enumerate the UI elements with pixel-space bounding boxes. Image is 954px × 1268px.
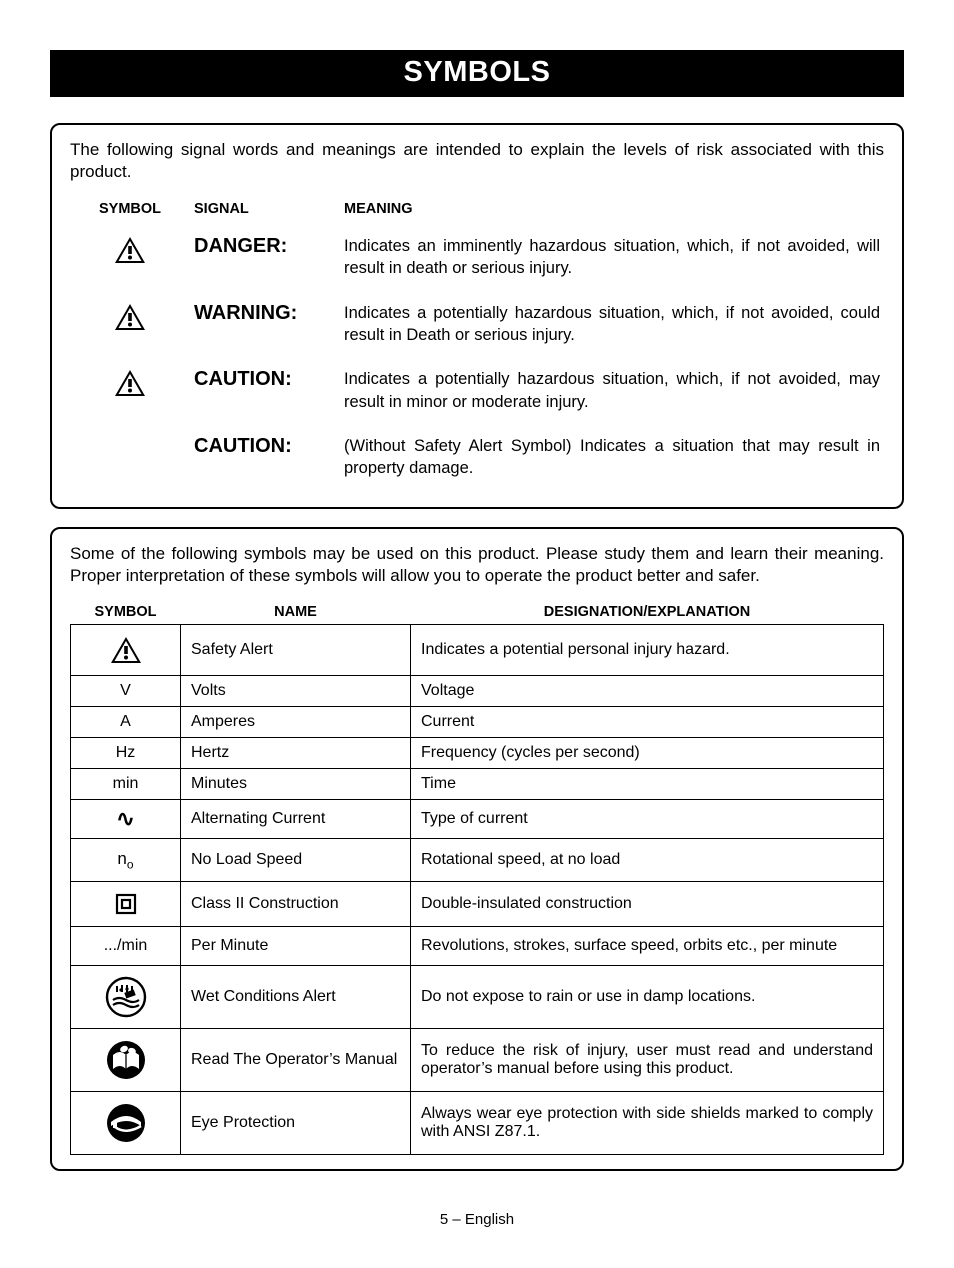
sym-desc-cell: Indicates a potential personal injury ha…	[411, 624, 884, 675]
signal-th-symbol: SYMBOL	[70, 195, 190, 227]
sym-symbol-cell	[71, 965, 181, 1028]
page-title: SYMBOLS	[50, 50, 904, 97]
alert-icon	[113, 302, 147, 332]
sym-desc-cell: To reduce the risk of injury, user must …	[411, 1028, 884, 1091]
eye-icon	[105, 1102, 147, 1144]
sym-name-cell: Volts	[181, 675, 411, 706]
symbols-box: Some of the following symbols may be use…	[50, 527, 904, 1171]
signal-th-meaning: MEANING	[340, 195, 884, 227]
sym-name-cell: Alternating Current	[181, 799, 411, 838]
signal-row: CAUTION:(Without Safety Alert Symbol) In…	[70, 427, 884, 494]
sym-desc-cell: Double-insulated construction	[411, 881, 884, 926]
signal-row: CAUTION:Indicates a potentially hazardou…	[70, 360, 884, 427]
sym-symbol-cell: min	[71, 768, 181, 799]
sym-name-cell: No Load Speed	[181, 838, 411, 881]
sym-symbol-cell	[71, 1091, 181, 1154]
signal-meaning: (Without Safety Alert Symbol) Indicates …	[340, 427, 884, 494]
sym-row: Eye ProtectionAlways wear eye protection…	[71, 1091, 884, 1154]
signal-symbol-cell	[70, 294, 190, 361]
wet-icon	[105, 976, 147, 1018]
signal-intro: The following signal words and meanings …	[70, 139, 884, 183]
sym-th-symbol: SYMBOL	[71, 600, 181, 625]
sym-row: Wet Conditions AlertDo not expose to rai…	[71, 965, 884, 1028]
sym-symbol-cell: ∿	[71, 799, 181, 838]
sym-name-cell: Safety Alert	[181, 624, 411, 675]
sym-name-cell: Amperes	[181, 706, 411, 737]
sym-row: Safety AlertIndicates a potential person…	[71, 624, 884, 675]
manual-icon	[105, 1039, 147, 1081]
sym-symbol-cell: A	[71, 706, 181, 737]
sym-symbol-cell: .../min	[71, 926, 181, 965]
signal-word: DANGER:	[190, 227, 340, 294]
signal-word: CAUTION:	[190, 427, 340, 494]
symbols-intro: Some of the following symbols may be use…	[70, 543, 884, 587]
sym-row: VVoltsVoltage	[71, 675, 884, 706]
alert-icon	[113, 368, 147, 398]
sym-row: ∿Alternating CurrentType of current	[71, 799, 884, 838]
sym-name-cell: Per Minute	[181, 926, 411, 965]
sym-name-cell: Wet Conditions Alert	[181, 965, 411, 1028]
signal-table: SYMBOL SIGNAL MEANING DANGER:Indicates a…	[70, 195, 884, 493]
sym-desc-cell: Type of current	[411, 799, 884, 838]
sym-name-cell: Hertz	[181, 737, 411, 768]
manual-page: SYMBOLS The following signal words and m…	[0, 0, 954, 1268]
sym-row: Class II ConstructionDouble-insulated co…	[71, 881, 884, 926]
sym-row: Read The Operator’s ManualTo reduce the …	[71, 1028, 884, 1091]
sym-row: noNo Load SpeedRotational speed, at no l…	[71, 838, 884, 881]
sym-row: .../minPer MinuteRevolutions, strokes, s…	[71, 926, 884, 965]
signal-meaning: Indicates a potentially hazardous situat…	[340, 294, 884, 361]
sym-name-cell: Class II Construction	[181, 881, 411, 926]
signal-word: WARNING:	[190, 294, 340, 361]
page-footer: 5 – English	[50, 1211, 904, 1228]
sym-desc-cell: Current	[411, 706, 884, 737]
sym-symbol-cell	[71, 1028, 181, 1091]
sym-symbol-cell	[71, 624, 181, 675]
signal-meaning: Indicates an imminently hazardous situat…	[340, 227, 884, 294]
signal-row: DANGER:Indicates an imminently hazardous…	[70, 227, 884, 294]
signal-symbol-cell	[70, 427, 190, 494]
sym-name-cell: Eye Protection	[181, 1091, 411, 1154]
sym-th-designation: DESIGNATION/EXPLANATION	[411, 600, 884, 625]
sym-row: HzHertzFrequency (cycles per second)	[71, 737, 884, 768]
sym-symbol-cell: V	[71, 675, 181, 706]
sym-symbol-cell: Hz	[71, 737, 181, 768]
sym-name-cell: Read The Operator’s Manual	[181, 1028, 411, 1091]
signal-words-box: The following signal words and meanings …	[50, 123, 904, 509]
signal-word: CAUTION:	[190, 360, 340, 427]
sym-th-name: NAME	[181, 600, 411, 625]
sym-desc-cell: Time	[411, 768, 884, 799]
signal-th-signal: SIGNAL	[190, 195, 340, 227]
sym-desc-cell: Do not expose to rain or use in damp loc…	[411, 965, 884, 1028]
sym-symbol-cell	[71, 881, 181, 926]
sym-name-cell: Minutes	[181, 768, 411, 799]
signal-row: WARNING:Indicates a potentially hazardou…	[70, 294, 884, 361]
sym-row: minMinutesTime	[71, 768, 884, 799]
signal-symbol-cell	[70, 360, 190, 427]
sym-desc-cell: Always wear eye protection with side shi…	[411, 1091, 884, 1154]
signal-meaning: Indicates a potentially hazardous situat…	[340, 360, 884, 427]
symbols-table: SYMBOL NAME DESIGNATION/EXPLANATION Safe…	[70, 600, 884, 1155]
alert-icon	[113, 235, 147, 265]
sym-desc-cell: Rotational speed, at no load	[411, 838, 884, 881]
sym-desc-cell: Voltage	[411, 675, 884, 706]
sym-symbol-cell: no	[71, 838, 181, 881]
signal-symbol-cell	[70, 227, 190, 294]
sym-desc-cell: Revolutions, strokes, surface speed, orb…	[411, 926, 884, 965]
class2-icon	[114, 892, 138, 916]
sym-desc-cell: Frequency (cycles per second)	[411, 737, 884, 768]
alert-icon	[109, 635, 143, 665]
sym-row: AAmperesCurrent	[71, 706, 884, 737]
